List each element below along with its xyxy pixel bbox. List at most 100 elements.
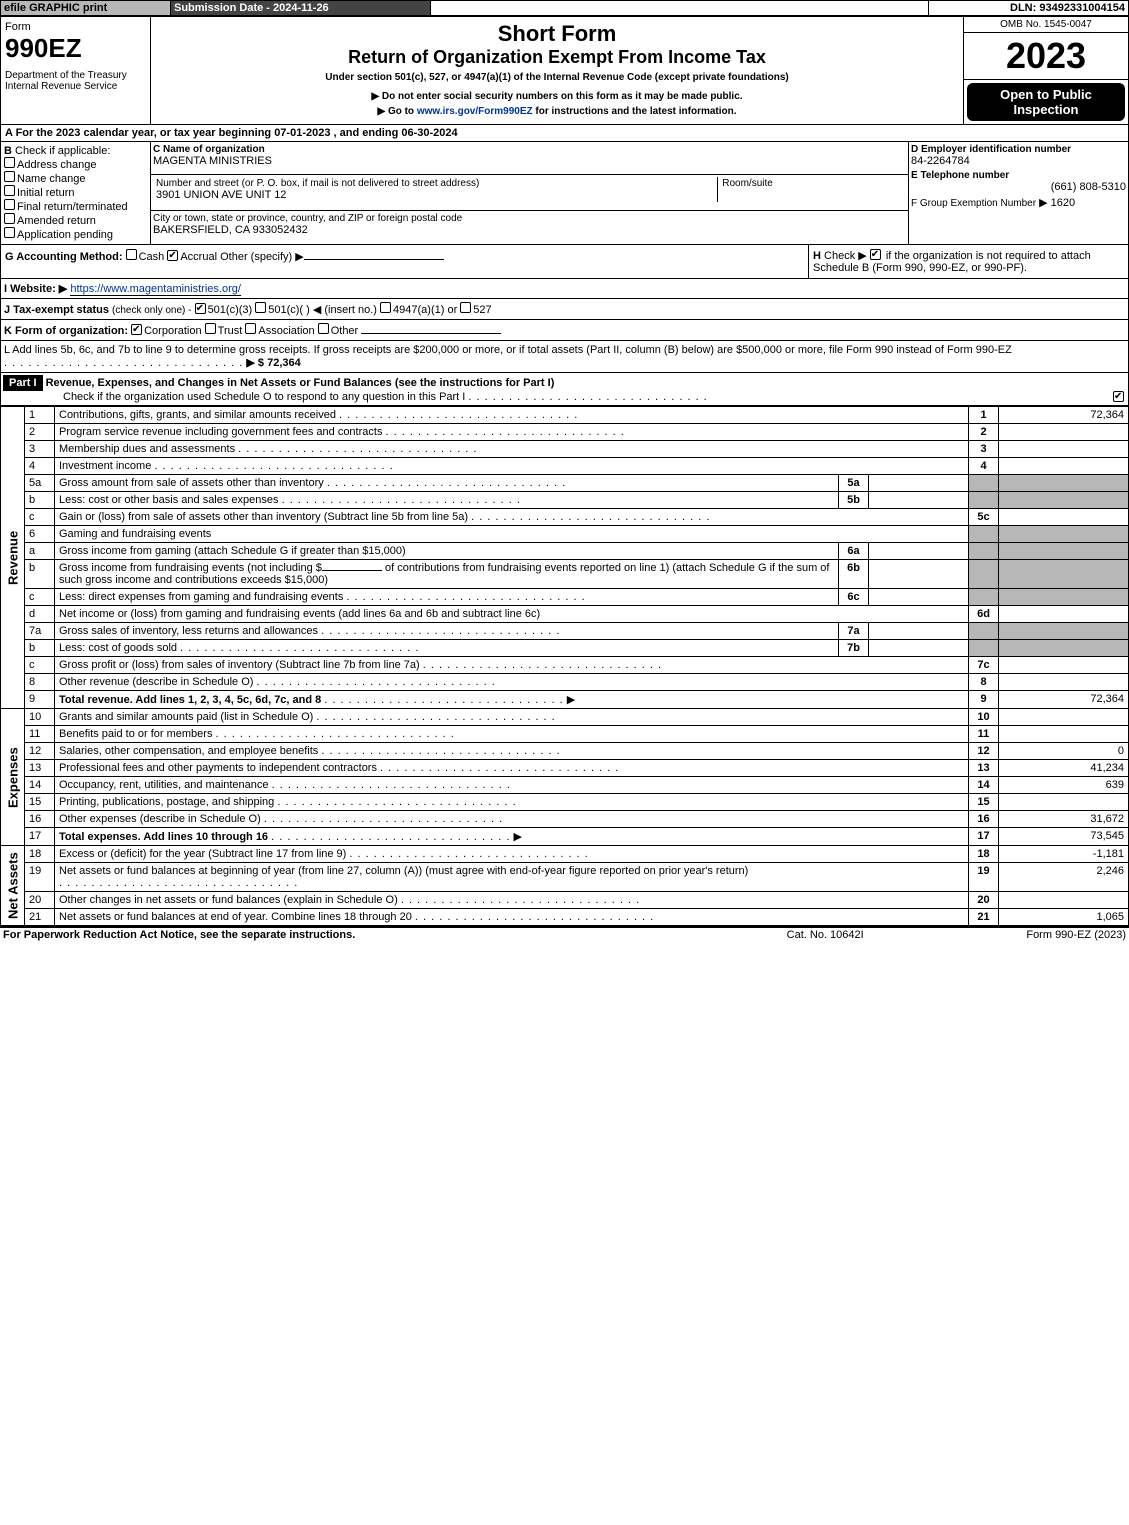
p1-dots — [468, 391, 707, 403]
l10-col: 10 — [969, 709, 999, 726]
cb-amended[interactable] — [4, 213, 15, 224]
website-link[interactable]: https://www.magentaministries.org/ — [70, 283, 241, 296]
l5c-num: c — [25, 509, 55, 526]
l6a-col: 6a — [839, 543, 869, 560]
k-other-field[interactable] — [361, 333, 501, 334]
other-specify-field[interactable] — [304, 259, 444, 260]
l21-desc: Net assets or fund balances at end of ye… — [59, 911, 412, 923]
dln: DLN: 93492331004154 — [929, 1, 1129, 16]
l6a-val — [869, 543, 969, 560]
l5a-desc: Gross amount from sale of assets other t… — [59, 477, 324, 489]
b-check-if: Check if applicable: — [15, 145, 110, 157]
l6a-num: a — [25, 543, 55, 560]
l5c-val — [999, 509, 1129, 526]
l14-col: 14 — [969, 777, 999, 794]
goto-pre: ▶ Go to — [377, 106, 416, 117]
l6b-num: b — [25, 560, 55, 589]
part1-row: Part I Revenue, Expenses, and Changes in… — [0, 373, 1129, 406]
l6-num: 6 — [25, 526, 55, 543]
section-a: A For the 2023 calendar year, or tax yea… — [0, 125, 1129, 142]
l7b-desc: Less: cost of goods sold — [59, 642, 177, 654]
g-cash: Cash — [139, 251, 165, 263]
cb-trust[interactable] — [205, 323, 216, 334]
cb-527[interactable] — [460, 302, 471, 313]
cb-assoc[interactable] — [245, 323, 256, 334]
phone: (661) 808-5310 — [911, 181, 1126, 193]
warn-ssn: ▶ Do not enter social security numbers o… — [155, 91, 959, 102]
j-insert: ◀ (insert no.) — [313, 304, 377, 316]
l20-desc: Other changes in net assets or fund bala… — [59, 894, 398, 906]
irs-link[interactable]: www.irs.gov/Form990EZ — [417, 106, 533, 117]
l21-num: 21 — [25, 909, 55, 926]
l4-desc: Investment income — [59, 460, 151, 472]
l20-col: 20 — [969, 892, 999, 909]
group-num: ▶ 1620 — [1039, 197, 1075, 209]
l4-num: 4 — [25, 458, 55, 475]
cb-4947[interactable] — [380, 302, 391, 313]
b-amend: Amended return — [17, 215, 96, 227]
l6-desc: Gaming and fundraising events — [55, 526, 969, 543]
l3-desc: Membership dues and assessments — [59, 443, 235, 455]
cb-name[interactable] — [4, 171, 15, 182]
l6b-field[interactable] — [322, 570, 382, 571]
j-4947: 4947(a)(1) or — [393, 304, 457, 316]
footer: For Paperwork Reduction Act Notice, see … — [0, 926, 1129, 942]
l6b-val — [869, 560, 969, 589]
l7a-col: 7a — [839, 623, 869, 640]
l19-col: 19 — [969, 863, 999, 892]
cb-501c3[interactable] — [195, 303, 206, 314]
cb-address[interactable] — [4, 157, 15, 168]
cb-cash[interactable] — [126, 249, 137, 260]
l4-val — [999, 458, 1129, 475]
efile-cell[interactable]: efile GRAPHIC print — [1, 1, 171, 16]
l5b-num: b — [25, 492, 55, 509]
j-501c3: 501(c)(3) — [208, 304, 253, 316]
l16-desc: Other expenses (describe in Schedule O) — [59, 813, 261, 825]
k-assoc: Association — [258, 325, 314, 337]
l15-col: 15 — [969, 794, 999, 811]
l6b-col: 6b — [839, 560, 869, 589]
cb-final[interactable] — [4, 199, 15, 210]
form-header: Form 990EZ Department of the Treasury In… — [0, 16, 1129, 125]
section-j: J Tax-exempt status (check only one) - 5… — [0, 299, 1129, 320]
cb-accrual[interactable] — [167, 250, 178, 261]
j-text: (check only one) - — [112, 305, 191, 316]
l6b-desc1: Gross income from fundraising events (no… — [59, 562, 322, 574]
dept: Department of the Treasury Internal Reve… — [5, 70, 146, 92]
i-label: I Website: ▶ — [4, 283, 67, 295]
l11-col: 11 — [969, 726, 999, 743]
l21-val: 1,065 — [999, 909, 1129, 926]
l3-val — [999, 441, 1129, 458]
l7b-num: b — [25, 640, 55, 657]
cb-pending[interactable] — [4, 227, 15, 238]
cb-schedule-b[interactable] — [870, 249, 881, 260]
l7a-val — [869, 623, 969, 640]
k-label: K Form of organization: — [4, 325, 128, 337]
l14-val: 639 — [999, 777, 1129, 794]
l3-num: 3 — [25, 441, 55, 458]
footer-notice: For Paperwork Reduction Act Notice, see … — [0, 927, 739, 942]
l13-num: 13 — [25, 760, 55, 777]
cb-k-other[interactable] — [318, 323, 329, 334]
part1-heading: Revenue, Expenses, and Changes in Net As… — [46, 377, 555, 389]
l1-desc: Contributions, gifts, grants, and simila… — [59, 409, 336, 421]
cb-initial[interactable] — [4, 185, 15, 196]
l11-num: 11 — [25, 726, 55, 743]
l11-desc: Benefits paid to or for members — [59, 728, 212, 740]
d-label: D Employer identification number — [911, 144, 1126, 155]
l17-desc: Total expenses. Add lines 10 through 16 — [59, 831, 268, 843]
j-label: J Tax-exempt status — [4, 304, 109, 316]
l-amount: ▶ $ 72,364 — [246, 357, 300, 369]
l12-col: 12 — [969, 743, 999, 760]
lines-table: Revenue 1 Contributions, gifts, grants, … — [0, 406, 1129, 926]
cb-corp[interactable] — [131, 324, 142, 335]
cb-501c[interactable] — [255, 302, 266, 313]
l13-col: 13 — [969, 760, 999, 777]
form-number: 990EZ — [5, 33, 146, 64]
l8-desc: Other revenue (describe in Schedule O) — [59, 676, 253, 688]
l13-val: 41,234 — [999, 760, 1129, 777]
l6c-val — [869, 589, 969, 606]
l5a-num: 5a — [25, 475, 55, 492]
cb-schedule-o[interactable] — [1113, 391, 1124, 402]
l5b-col: 5b — [839, 492, 869, 509]
